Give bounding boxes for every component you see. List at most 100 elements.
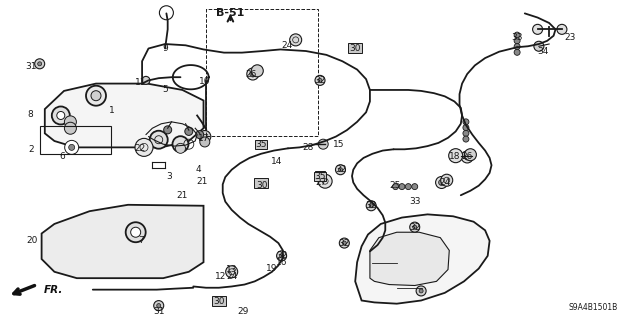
Circle shape bbox=[250, 71, 256, 77]
Circle shape bbox=[157, 304, 161, 308]
Circle shape bbox=[412, 184, 418, 189]
Circle shape bbox=[65, 122, 76, 134]
Circle shape bbox=[35, 59, 45, 69]
Bar bbox=[206, 9, 318, 136]
Polygon shape bbox=[355, 214, 490, 304]
Circle shape bbox=[318, 139, 328, 149]
Circle shape bbox=[57, 111, 65, 120]
Bar bbox=[212, 296, 226, 307]
Text: 22: 22 bbox=[134, 144, 145, 153]
Circle shape bbox=[416, 286, 426, 296]
Text: 32: 32 bbox=[339, 239, 350, 248]
Circle shape bbox=[318, 78, 322, 82]
Circle shape bbox=[405, 184, 412, 189]
Text: 32: 32 bbox=[409, 223, 420, 232]
Text: 13: 13 bbox=[226, 265, 237, 274]
Circle shape bbox=[315, 75, 325, 85]
Text: 32: 32 bbox=[314, 76, 326, 85]
Circle shape bbox=[335, 165, 346, 175]
Text: 9: 9 bbox=[163, 44, 168, 53]
Circle shape bbox=[247, 68, 259, 80]
Text: 5: 5 bbox=[163, 85, 168, 94]
Text: 31: 31 bbox=[153, 307, 164, 315]
Circle shape bbox=[419, 289, 423, 293]
Circle shape bbox=[142, 76, 150, 85]
Text: 16: 16 bbox=[276, 258, 287, 267]
Circle shape bbox=[280, 254, 284, 258]
Circle shape bbox=[410, 222, 420, 232]
Text: 25: 25 bbox=[390, 181, 401, 190]
Bar bbox=[40, 126, 111, 154]
Circle shape bbox=[173, 136, 188, 152]
Polygon shape bbox=[42, 205, 204, 278]
Circle shape bbox=[86, 86, 106, 106]
Circle shape bbox=[339, 238, 349, 248]
Text: 3: 3 bbox=[167, 172, 172, 181]
Circle shape bbox=[276, 251, 287, 261]
Text: 15: 15 bbox=[333, 140, 345, 149]
Text: 30: 30 bbox=[213, 297, 225, 306]
Circle shape bbox=[200, 137, 210, 147]
Circle shape bbox=[461, 151, 473, 163]
Bar bbox=[255, 140, 267, 149]
Circle shape bbox=[463, 136, 469, 142]
Circle shape bbox=[413, 225, 417, 229]
Text: 27: 27 bbox=[316, 178, 327, 187]
Text: 28: 28 bbox=[303, 143, 314, 152]
Circle shape bbox=[252, 65, 263, 77]
Text: 35: 35 bbox=[255, 140, 267, 149]
Text: 11: 11 bbox=[135, 78, 147, 87]
Circle shape bbox=[449, 149, 463, 163]
Text: 12: 12 bbox=[215, 272, 227, 281]
Circle shape bbox=[290, 34, 301, 46]
Text: 30: 30 bbox=[257, 181, 268, 190]
Bar bbox=[254, 178, 268, 189]
Circle shape bbox=[135, 138, 153, 156]
Circle shape bbox=[199, 130, 211, 143]
Circle shape bbox=[557, 24, 567, 34]
Text: 35: 35 bbox=[314, 172, 326, 181]
Circle shape bbox=[438, 180, 445, 185]
Text: 24: 24 bbox=[281, 41, 292, 50]
Text: 33: 33 bbox=[511, 33, 523, 42]
Text: 8: 8 bbox=[28, 110, 33, 119]
Text: 33: 33 bbox=[409, 197, 420, 206]
Text: 21: 21 bbox=[196, 177, 208, 186]
Circle shape bbox=[226, 266, 237, 278]
Circle shape bbox=[463, 130, 469, 136]
Circle shape bbox=[65, 116, 76, 128]
Text: 34: 34 bbox=[537, 47, 548, 56]
Text: 23: 23 bbox=[564, 33, 575, 42]
Circle shape bbox=[339, 168, 342, 172]
Circle shape bbox=[514, 49, 520, 55]
Circle shape bbox=[514, 44, 520, 49]
Bar bbox=[350, 44, 360, 53]
Circle shape bbox=[342, 241, 346, 245]
Circle shape bbox=[38, 62, 42, 66]
Text: 30: 30 bbox=[349, 44, 361, 53]
Circle shape bbox=[68, 145, 75, 150]
Text: 20: 20 bbox=[26, 236, 38, 245]
Text: 4: 4 bbox=[196, 165, 201, 174]
Text: 7: 7 bbox=[138, 236, 143, 245]
Text: 31: 31 bbox=[25, 62, 36, 71]
Circle shape bbox=[514, 32, 520, 38]
Circle shape bbox=[159, 6, 173, 20]
Text: FR.: FR. bbox=[44, 285, 63, 295]
Text: 26: 26 bbox=[461, 152, 473, 161]
Bar bbox=[315, 171, 325, 179]
Text: 21: 21 bbox=[177, 191, 188, 200]
Circle shape bbox=[392, 184, 399, 189]
Circle shape bbox=[514, 38, 520, 44]
Circle shape bbox=[52, 107, 70, 124]
Text: 19: 19 bbox=[266, 264, 278, 273]
Text: 32: 32 bbox=[365, 201, 377, 210]
Circle shape bbox=[175, 143, 186, 153]
Circle shape bbox=[125, 222, 146, 242]
Text: 10: 10 bbox=[199, 77, 211, 86]
Bar bbox=[256, 179, 266, 188]
Circle shape bbox=[185, 127, 193, 136]
Circle shape bbox=[399, 184, 405, 189]
Polygon shape bbox=[370, 232, 449, 286]
Circle shape bbox=[131, 227, 141, 237]
